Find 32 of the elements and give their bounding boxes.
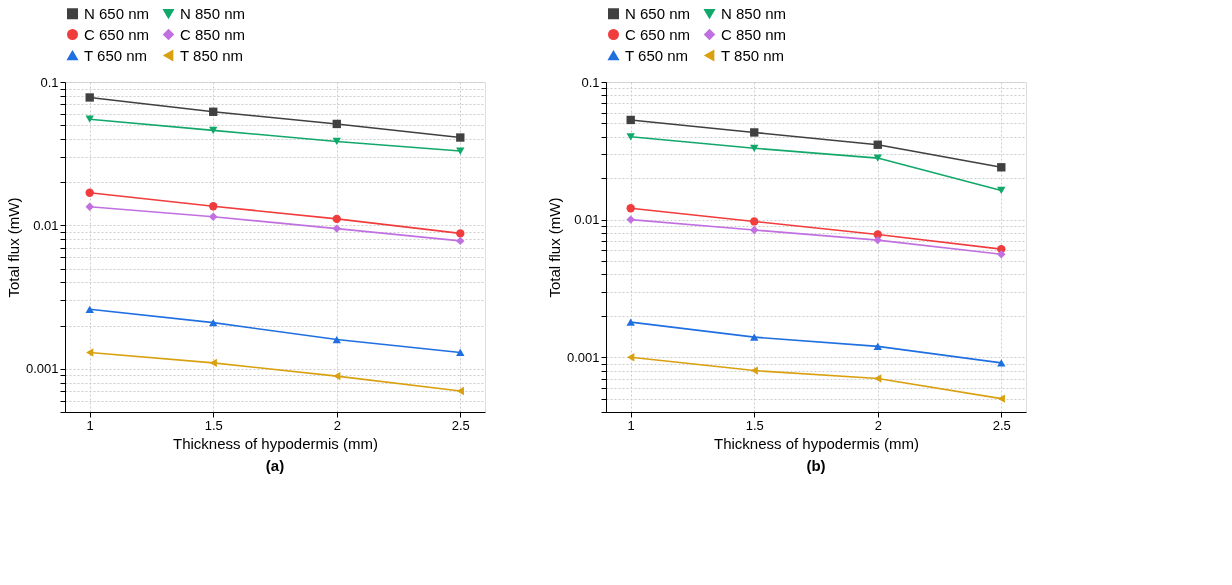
- y-tick-label: 0.1: [40, 74, 59, 90]
- legend-label: C 850 nm: [180, 25, 246, 43]
- legend-label: T 650 nm: [84, 46, 148, 64]
- x-axis-title: Thickness of hypodermis (mm): [713, 434, 920, 452]
- x-tick-label: 2.5: [992, 417, 1011, 433]
- x-tick-label: 2: [874, 417, 882, 433]
- legend-label: C 850 nm: [721, 25, 787, 43]
- y-tick-label: 0.001: [566, 349, 600, 365]
- y-tick-label: 0.1: [581, 74, 600, 90]
- legend-label: C 650 nm: [84, 25, 150, 43]
- x-tick-label: 2: [333, 417, 341, 433]
- legend-label: N 850 nm: [180, 4, 246, 22]
- text: (a): [265, 457, 285, 474]
- x-tick-label: 1: [627, 417, 635, 433]
- y-tick-label: 0.01: [574, 212, 600, 228]
- x-axis-title: Thickness of hypodermis (mm): [172, 434, 379, 452]
- x-tick-label: 1.5: [204, 417, 223, 433]
- x-tick-label: 2.5: [451, 417, 470, 433]
- y-tick-label: 0.01: [33, 217, 59, 233]
- legend-label: N 850 nm: [721, 4, 787, 22]
- legend-label: T 650 nm: [625, 46, 689, 64]
- y-axis-title: Total flux (mW): [4, 197, 22, 298]
- legend-label: T 850 nm: [180, 46, 244, 64]
- x-tick-label: 1.5: [745, 417, 764, 433]
- x-tick-label: 1: [86, 417, 94, 433]
- y-axis-title: Total flux (mW): [545, 197, 563, 298]
- legend-label: T 850 nm: [721, 46, 785, 64]
- legend-label: N 650 nm: [84, 4, 150, 22]
- legend-label: N 650 nm: [625, 4, 691, 22]
- text: (b): [806, 457, 826, 474]
- y-tick-label: 0.001: [25, 361, 59, 377]
- legend-label: C 650 nm: [625, 25, 691, 43]
